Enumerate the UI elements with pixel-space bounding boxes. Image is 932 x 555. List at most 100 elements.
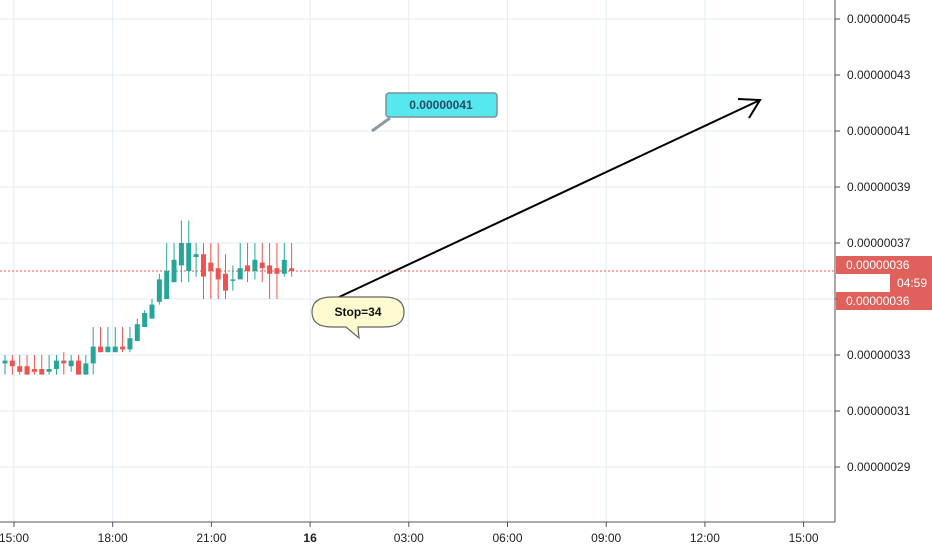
- candle[interactable]: [98, 327, 104, 353]
- candle-body: [134, 324, 140, 341]
- candle[interactable]: [186, 220, 192, 283]
- y-tick-label: 0.00000045: [847, 12, 911, 26]
- candle-body: [215, 268, 221, 280]
- x-tick-label: 15:00: [0, 531, 29, 545]
- candle-body: [289, 268, 295, 271]
- candle-body: [274, 268, 280, 274]
- target-callout[interactable]: 0.00000041: [371, 92, 498, 133]
- candle[interactable]: [127, 327, 133, 353]
- candle-body: [156, 279, 162, 302]
- candle-body: [186, 243, 192, 271]
- candle-body: [267, 265, 273, 274]
- candle-body: [252, 259, 258, 271]
- candle-body: [193, 254, 199, 257]
- candle[interactable]: [76, 355, 81, 375]
- candle[interactable]: [281, 243, 287, 277]
- candle[interactable]: [53, 355, 59, 375]
- candle-body: [230, 279, 236, 281]
- candle[interactable]: [171, 243, 177, 283]
- y-tick-label: 0.00000037: [847, 236, 911, 250]
- candle-body: [112, 346, 118, 353]
- candle-countdown: 04:59: [897, 276, 927, 290]
- candle[interactable]: [208, 243, 214, 299]
- candle[interactable]: [9, 355, 15, 375]
- x-tick-label: 15:00: [789, 531, 819, 545]
- stop-callout-label: Stop=34: [334, 305, 381, 319]
- candle[interactable]: [31, 355, 37, 375]
- candle[interactable]: [46, 355, 52, 375]
- candle-body: [259, 262, 265, 269]
- candle-body: [200, 254, 206, 277]
- x-tick-label: 03:00: [394, 531, 424, 545]
- candle[interactable]: [142, 310, 148, 327]
- stop-callout[interactable]: Stop=34: [311, 296, 405, 340]
- x-tick-label: 12:00: [690, 531, 720, 545]
- x-tick-label: 09:00: [591, 531, 621, 545]
- candle[interactable]: [289, 243, 295, 277]
- y-tick-label: 0.00000031: [847, 404, 911, 418]
- candle[interactable]: [267, 243, 273, 299]
- candle[interactable]: [90, 327, 96, 375]
- candle-body: [164, 271, 170, 299]
- candle-body: [171, 259, 177, 283]
- y-tick-label: 0.00000041: [847, 124, 911, 138]
- y-tick-label: 0.00000043: [847, 68, 911, 82]
- candle-body: [223, 273, 228, 291]
- candle-body: [2, 360, 8, 364]
- candle-body: [281, 259, 287, 274]
- candle-body: [245, 265, 251, 271]
- candle[interactable]: [149, 299, 155, 319]
- candle-body: [31, 369, 37, 372]
- candle[interactable]: [245, 243, 251, 283]
- candle-body: [90, 346, 96, 364]
- candle-body: [9, 360, 15, 367]
- candle-body: [68, 360, 74, 367]
- candle[interactable]: [134, 318, 140, 341]
- candle[interactable]: [156, 273, 162, 305]
- candle[interactable]: [24, 355, 30, 375]
- candle[interactable]: [259, 243, 265, 283]
- candle-body: [127, 338, 133, 350]
- candle[interactable]: [223, 254, 228, 299]
- candle[interactable]: [83, 355, 89, 375]
- candle-body: [76, 360, 81, 375]
- current-price-tags: 0.00000036 04:59 0.00000036: [836, 256, 932, 310]
- trend-arrow-head[interactable]: [737, 98, 762, 119]
- candle[interactable]: [39, 355, 45, 375]
- candle-body: [149, 304, 155, 319]
- y-tick-label: 0.00000039: [847, 180, 911, 194]
- candle[interactable]: [120, 327, 126, 353]
- candle[interactable]: [230, 265, 236, 291]
- candle[interactable]: [200, 243, 206, 299]
- target-callout-label: 0.00000041: [409, 98, 473, 112]
- candle[interactable]: [112, 327, 118, 353]
- drawings[interactable]: 0.00000041 Stop=34: [311, 92, 762, 340]
- candle[interactable]: [237, 243, 243, 280]
- candle[interactable]: [68, 355, 74, 372]
- trend-arrow[interactable]: [336, 100, 759, 299]
- candle-body: [61, 360, 67, 364]
- candle[interactable]: [105, 327, 111, 353]
- candle[interactable]: [17, 355, 23, 375]
- candle-body: [142, 313, 148, 327]
- candle[interactable]: [215, 243, 221, 299]
- candle[interactable]: [193, 243, 199, 277]
- candle[interactable]: [61, 352, 67, 375]
- candle[interactable]: [164, 243, 170, 299]
- candle[interactable]: [274, 243, 280, 299]
- candle-body: [24, 366, 30, 375]
- candle[interactable]: [2, 355, 8, 375]
- x-tick-label: 21:00: [196, 531, 226, 545]
- candle-body: [105, 346, 111, 353]
- grid: 0.00000045 0.00000043 0.00000041 0.00000039…: [0, 0, 911, 545]
- candle-body: [120, 346, 126, 350]
- x-tick-label: 06:00: [492, 531, 522, 545]
- current-price-label: 0.00000036: [846, 258, 910, 272]
- candle[interactable]: [178, 220, 184, 283]
- candle[interactable]: [252, 243, 258, 280]
- candle-body: [17, 366, 23, 372]
- candle-body: [237, 268, 243, 280]
- candles[interactable]: [2, 220, 295, 375]
